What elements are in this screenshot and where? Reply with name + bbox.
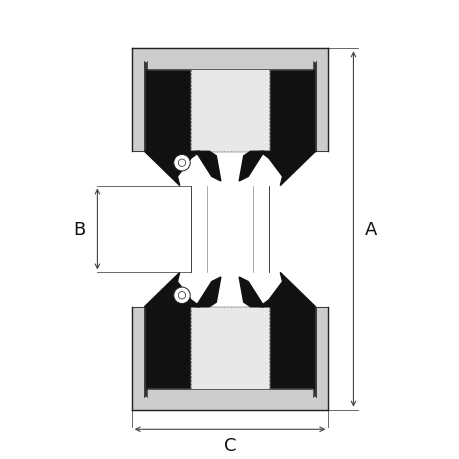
Text: C: C [223, 437, 236, 454]
Polygon shape [144, 62, 315, 152]
Polygon shape [191, 307, 268, 389]
Polygon shape [239, 277, 264, 307]
Polygon shape [195, 152, 220, 182]
Polygon shape [131, 62, 144, 152]
Polygon shape [259, 152, 315, 186]
Polygon shape [239, 152, 264, 182]
Polygon shape [131, 397, 328, 410]
Polygon shape [146, 389, 313, 397]
Polygon shape [315, 307, 328, 397]
Polygon shape [315, 62, 328, 152]
Polygon shape [144, 273, 200, 307]
Polygon shape [144, 152, 200, 186]
Polygon shape [146, 62, 313, 70]
Text: A: A [364, 220, 376, 239]
Polygon shape [191, 70, 268, 152]
Polygon shape [131, 49, 328, 62]
Circle shape [174, 287, 190, 304]
Polygon shape [195, 277, 220, 307]
Polygon shape [144, 307, 315, 397]
Polygon shape [131, 307, 144, 397]
Text: B: B [73, 220, 85, 239]
Polygon shape [259, 273, 315, 307]
Circle shape [174, 155, 190, 172]
